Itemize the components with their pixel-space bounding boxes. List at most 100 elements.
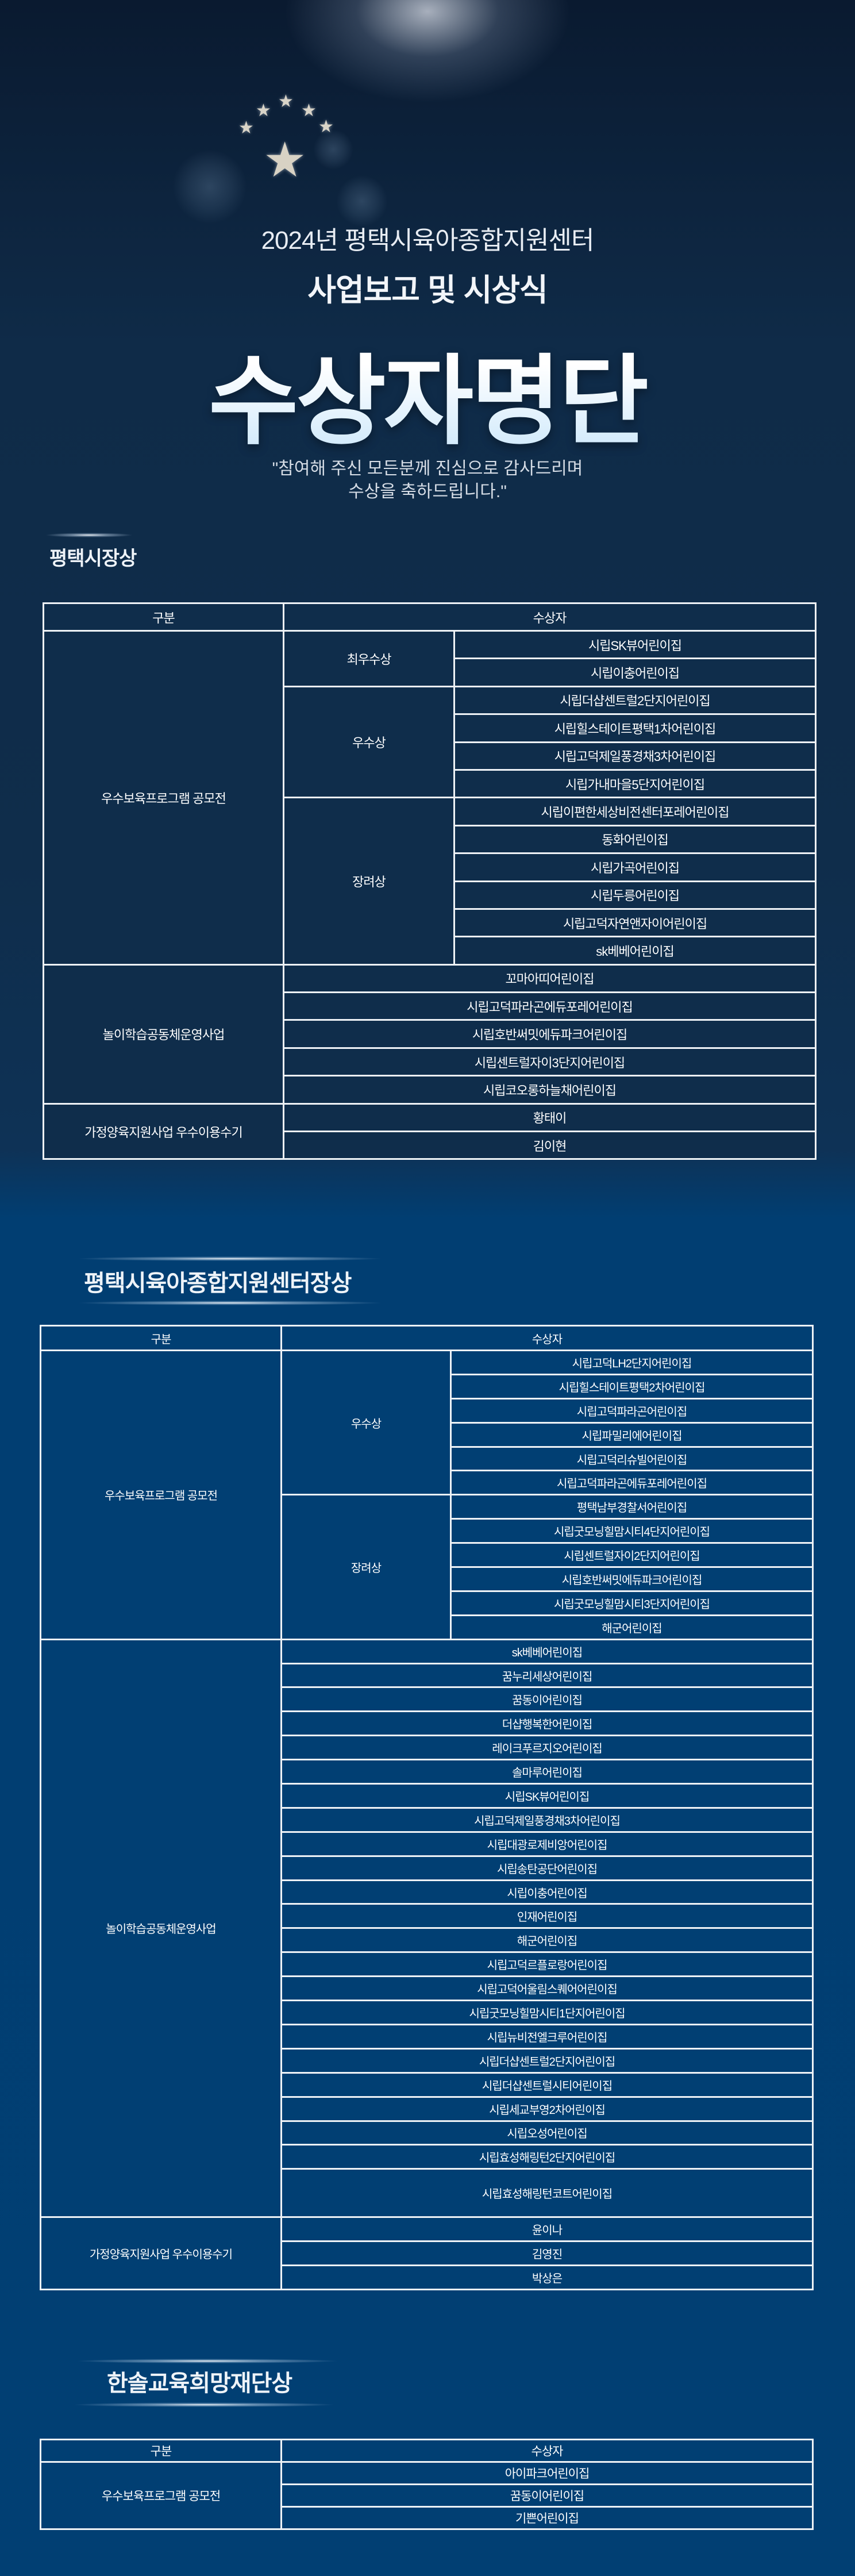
winner-cell: 시립코오롱하늘채어린이집: [283, 1075, 817, 1105]
table-row: 기쁜어린이집: [41, 2506, 814, 2530]
winner-cell: 시립더샵센트럴시티어린이집: [280, 2071, 814, 2098]
winner-cell: 시립굿모닝힐맘시티3단지어린이집: [450, 1590, 814, 1616]
table-row: 시립굿모닝힐맘시티3단지어린이집: [41, 1590, 814, 1616]
winner-cell: 시립효성해링턴2단지어린이집: [280, 2144, 814, 2170]
award-level-cell: 우수상: [280, 1349, 452, 1496]
table-row: sk베베어린이집: [44, 936, 817, 966]
winner-cell: 시립호반써밋에듀파크어린이집: [450, 1566, 814, 1592]
table-row: 시립효성해링턴2단지어린이집: [41, 2144, 814, 2170]
section-title-hansol-award: 한솔교육희망재단상: [107, 2371, 292, 2396]
table-row: 시립고덕파라곤에듀포레어린이집: [41, 1470, 814, 1496]
thanks-message: "참여해 주신 모든분께 진심으로 감사드리며 수상을 축하드립니다.": [0, 457, 855, 503]
winner-cell: 시립세교부영2차어린이집: [280, 2096, 814, 2122]
winner-cell: 아이파크어린이집: [280, 2461, 814, 2485]
category-cell: 가정양육지원사업 우수이용수기: [40, 2216, 282, 2290]
fireworks-icon: [172, 149, 247, 224]
winner-cell: 꿈누리세상어린이집: [280, 1662, 814, 1689]
header-winner: 수상자: [280, 1325, 814, 1351]
winner-cell: 시립굿모닝힐맘시티1단지어린이집: [280, 2000, 814, 2025]
winner-cell: 시립SK뷰어린이집: [453, 629, 817, 660]
event-year-title: 2024년 평택시육아종합지원센터: [261, 226, 595, 255]
category-cell: 우수보육프로그램 공모전: [43, 630, 284, 966]
winner-cell: 시립더샵센트럴2단지어린이집: [453, 685, 817, 716]
star-icon: ★: [301, 101, 317, 120]
table-row: 시립송탄공단어린이집: [41, 1855, 814, 1881]
category-cell: 놀이학습공동체운영사업: [43, 963, 284, 1105]
table-row: 시립고덕어울림스퀘어어린이집: [41, 1975, 814, 2002]
table-row: 놀이학습공동체운영사업 sk베베어린이집: [40, 1638, 814, 2219]
table-row: 시립고덕제일풍경채3차어린이집: [41, 1806, 814, 1833]
header-category: 구분: [40, 1325, 282, 1351]
table-row: 시립굿모닝힐맘시티4단지어린이집: [41, 1518, 814, 1544]
winner-cell: 시립고덕제일풍경채3차어린이집: [280, 1806, 814, 1833]
table-row: 시립호반써밋에듀파크어린이집: [41, 1566, 814, 1592]
table-row: 시립가곡어린이집: [44, 852, 817, 882]
table-header-row: 구분 수상자: [43, 602, 817, 632]
award-level-cell: 장려상: [280, 1494, 452, 1640]
table-row: 시립센트럴자이3단지어린이집: [44, 1047, 817, 1077]
table-row: 시립고덕자연앤자이어린이집: [44, 908, 817, 938]
winner-cell: 시립두릉어린이집: [453, 880, 817, 910]
star-icon: ★: [256, 101, 271, 120]
section-title-center-award: 평택시육아종합지원센터장상: [84, 1271, 352, 1296]
table-row: 해군어린이집: [41, 1927, 814, 1954]
table-row: 시립오성어린이집: [41, 2120, 814, 2146]
table-row: 시립고덕파라곤에듀포레어린이집: [44, 991, 817, 1021]
winner-cell: sk베베어린이집: [453, 936, 817, 966]
table-row: 시립힐스테이트평택1차어린이집: [44, 713, 817, 743]
winner-cell: 시립센트럴자이3단지어린이집: [283, 1047, 817, 1077]
page-headline: 수상자명단: [0, 322, 855, 463]
table-row: 시립이충어린이집: [44, 658, 817, 687]
winner-cell: 꿈동이어린이집: [280, 1686, 814, 1713]
table-row: 시립고덕제일풍경채3차어린이집: [44, 741, 817, 771]
winner-cell: 시립이충어린이집: [453, 658, 817, 687]
table-row: 가정양육지원사업 우수이용수기 윤이나: [40, 2216, 814, 2290]
winner-cell: 평택남부경찰서어린이집: [450, 1494, 814, 1520]
table-row: 레이크푸르지오어린이집: [41, 1735, 814, 1761]
winner-cell: 해군어린이집: [450, 1614, 814, 1640]
table-row: 시립두릉어린이집: [44, 880, 817, 910]
winner-cell: 윤이나: [280, 2216, 814, 2242]
star-icon: ★: [278, 92, 294, 111]
table-row: 해군어린이집: [41, 1614, 814, 1640]
table-row: 장려상 평택남부경찰서어린이집: [41, 1494, 814, 1640]
event-subtitle: 사업보고 및 시상식: [307, 273, 548, 307]
table-row: 시립고덕파라곤어린이집: [41, 1397, 814, 1424]
winner-cell: 시립힐스테이트평택2차어린이집: [450, 1373, 814, 1400]
table-row: 시립세교부영2차어린이집: [41, 2096, 814, 2122]
winner-cell: 레이크푸르지오어린이집: [280, 1735, 814, 1761]
title-glow-line: [79, 1256, 381, 1261]
table-row: 더샵행복한어린이집: [41, 1710, 814, 1737]
winner-cell: 시립더샵센트럴2단지어린이집: [280, 2047, 814, 2074]
winner-cell: 시립SK뷰어린이집: [280, 1783, 814, 1809]
winner-cell: 김이현: [283, 1131, 817, 1160]
table-row: 시립뉴비전엘크루어린이집: [41, 2023, 814, 2050]
winner-cell: 시립고덕파라곤어린이집: [450, 1397, 814, 1424]
winner-cell: 시립굿모닝힐맘시티4단지어린이집: [450, 1518, 814, 1544]
winner-cell: 시립이편한세상비전센터포레어린이집: [453, 797, 817, 826]
winner-cell: 시립고덕제일풍경채3차어린이집: [453, 741, 817, 771]
winner-cell: 시립파밀리에어린이집: [450, 1421, 814, 1448]
table-row: 시립센트럴자이2단지어린이집: [41, 1542, 814, 1568]
table-row: 꿈동이어린이집: [41, 2483, 814, 2508]
winner-cell: 시립뉴비전엘크루어린이집: [280, 2023, 814, 2050]
table-header-row: 구분 수상자: [40, 2439, 814, 2463]
category-cell: 놀이학습공동체운영사업: [40, 1638, 282, 2219]
center-award-table: 구분 수상자 우수보육프로그램 공모전 우수상 시립고덕LH2단지어린이집 시립힐스테이트…: [40, 1325, 814, 2290]
winner-cell: 시립고덕리슈빌어린이집: [450, 1445, 814, 1472]
winner-cell: sk베베어린이집: [280, 1638, 814, 1664]
winner-cell: 김영진: [280, 2240, 814, 2266]
spotlight: [284, 0, 571, 103]
table-row: 동화어린이집: [44, 824, 817, 855]
table-row: 시립호반써밋에듀파크어린이집: [44, 1019, 817, 1049]
table-header-row: 구분 수상자: [40, 1325, 814, 1351]
fireworks-icon: [313, 129, 353, 170]
table-row: 시립이충어린이집: [41, 1879, 814, 1905]
fireworks-icon: [336, 175, 388, 227]
header-winner: 수상자: [283, 602, 817, 632]
winner-cell: 꼬마아띠어린이집: [283, 963, 817, 994]
winner-cell: 시립가내마을5단지어린이집: [453, 768, 817, 799]
table-row: 꿈동이어린이집: [41, 1686, 814, 1713]
table-row: 가정양육지원사업 우수이용수기 황태이: [43, 1102, 817, 1160]
table-row: 김영진: [41, 2240, 814, 2266]
